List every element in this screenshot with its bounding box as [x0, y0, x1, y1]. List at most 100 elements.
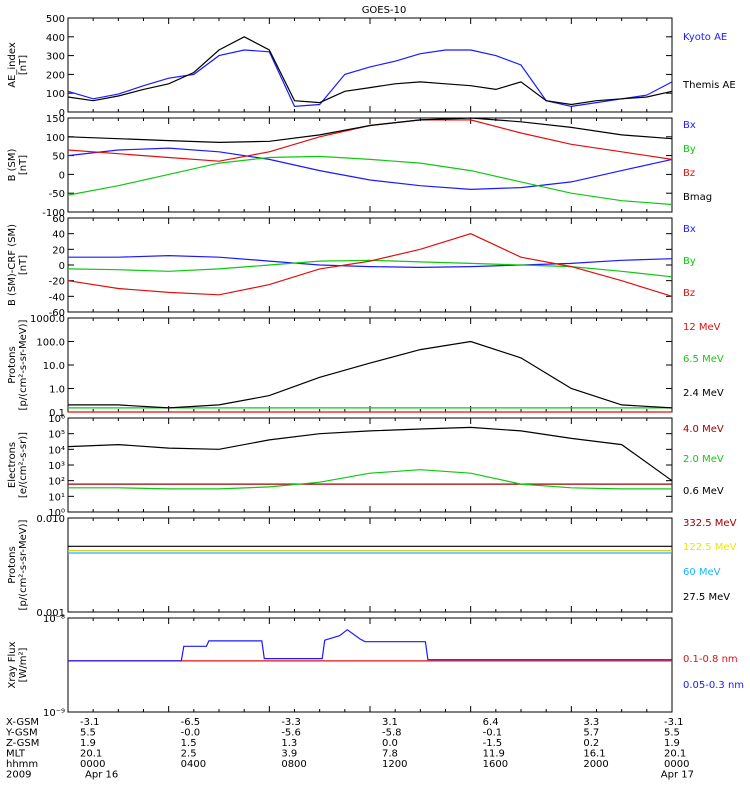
y-axis-label: [nT] [18, 155, 29, 175]
footer-value: 5.5 [664, 728, 680, 739]
footer-value: 1600 [483, 759, 508, 770]
panel-frame [67, 417, 673, 513]
legend-entry: Bz [683, 168, 695, 179]
legend-entry: Bx [683, 120, 696, 131]
y-tick-label: 200 [46, 70, 65, 81]
footer-value: -1.5 [483, 738, 503, 749]
y-axis-label: B (SM)-CRF (SM) [7, 224, 18, 306]
series-line-bx [67, 147, 673, 191]
footer-value: 0000 [664, 759, 689, 770]
y-axis-label: AE_index [7, 42, 18, 88]
footer-value: 1.9 [664, 738, 680, 749]
chart-title: GOES-10 [362, 5, 407, 16]
y-tick-label: 100.0 [36, 338, 65, 349]
y-axis-label: [nT] [18, 55, 29, 75]
y-tick-label: -40 [49, 292, 65, 303]
y-tick-label: 100 [46, 89, 65, 100]
legend-entry: By [683, 256, 696, 267]
footer-value: 5.5 [80, 728, 96, 739]
y-tick-label: 10³ [48, 461, 65, 472]
legend-entry: 332.5 MeV [683, 518, 737, 529]
y-axis-label: B (SM) [7, 148, 18, 181]
footer-value: -0.1 [483, 728, 503, 739]
y-tick-label: 10⁻⁸ [43, 614, 65, 625]
footer-value: 2000 [583, 759, 608, 770]
legend-entry: 122.5 MeV [683, 542, 737, 553]
y-tick-label: 400 [46, 33, 65, 44]
series-line-0-6-mev [67, 426, 673, 482]
panel-frame [67, 217, 673, 313]
y-tick-label: 0.010 [36, 514, 65, 525]
legend-entry: Bx [683, 224, 696, 235]
legend-entry: Bz [683, 288, 695, 299]
y-axis-label: Electrons [7, 442, 18, 488]
y-tick-label: 40 [52, 230, 65, 241]
series-line-2-4-mev [68, 340, 673, 409]
y-tick-label: 50 [52, 152, 65, 163]
footer-value: 1.5 [181, 738, 197, 749]
panel-frame [67, 17, 673, 113]
y-tick-label: 10⁻⁹ [43, 708, 65, 719]
y-tick-label: -100 [42, 208, 65, 219]
footer-value: 1200 [382, 759, 407, 770]
legend-entry: By [683, 144, 696, 155]
y-tick-label: 10.0 [43, 361, 65, 372]
y-axis-label: [p/(cm²-s-sr-MeV)] [18, 319, 29, 410]
series-line-2-0-mev [68, 469, 672, 490]
y-tick-label: -60 [49, 308, 65, 319]
y-tick-label: 0.001 [36, 608, 65, 619]
footer-value: -0.0 [181, 728, 201, 739]
footer-value: 0.0 [382, 738, 398, 749]
footer-value: 0.2 [583, 738, 599, 749]
footer-value: 5.7 [583, 728, 599, 739]
y-tick-label: 1.0 [49, 385, 65, 396]
footer-value: 0000 [80, 759, 105, 770]
y-axis-label: [p/(cm²-s-sr-MeV)] [18, 519, 29, 610]
legend-entry: 12 MeV [683, 322, 721, 333]
y-tick-label: 150 [46, 114, 65, 125]
footer-value: -5.8 [382, 728, 402, 739]
legend-entry: 2.0 MeV [683, 454, 724, 465]
footer-value: 20.1 [664, 749, 686, 760]
y-tick-label: 10⁵ [48, 430, 65, 441]
legend-entry: Bmag [683, 192, 712, 203]
y-axis-label: [nT] [18, 255, 29, 275]
legend-entry: 6.5 MeV [683, 354, 724, 365]
footer-value: 1.3 [281, 738, 297, 749]
footer-row-label: hhmm [6, 759, 38, 770]
y-tick-label: 0 [59, 261, 65, 272]
footer-value: 3.1 [382, 717, 398, 728]
series-line-kyoto-ae [67, 49, 673, 108]
legend-entry: 0.6 MeV [683, 486, 724, 497]
footer-value: -3.1 [80, 717, 100, 728]
footer-value: 11.9 [483, 749, 505, 760]
y-tick-label: -20 [49, 277, 65, 288]
y-tick-label: 10² [48, 477, 65, 488]
y-axis-label: Xray Flux [7, 641, 18, 688]
footer-value: -3.1 [664, 717, 684, 728]
footer-value: 0400 [181, 759, 206, 770]
footer-value: Apr 17 [661, 770, 694, 781]
y-axis-label: [e/(cm²-s-sr)] [18, 432, 29, 498]
panel-frame [67, 617, 673, 713]
footer-value: 20.1 [80, 749, 102, 760]
footer-row-label: Z-GSM [6, 738, 39, 749]
y-tick-label: 10¹ [48, 492, 65, 503]
legend-entry: Themis AE [682, 80, 736, 91]
legend-entry: 27.5 MeV [683, 592, 730, 603]
footer-value: Apr 16 [85, 770, 118, 781]
panel-frame [67, 117, 673, 213]
footer-value: 6.4 [483, 717, 499, 728]
footer-row-label: X-GSM [6, 717, 39, 728]
series-line-themis-ae [67, 36, 673, 106]
y-tick-label: 100 [46, 133, 65, 144]
footer-value: 2.5 [181, 749, 197, 760]
legend-entry: 4.0 MeV [683, 424, 724, 435]
legend-entry: Kyoto AE [683, 32, 727, 43]
footer-value: 3.9 [281, 749, 297, 760]
series-line-bz [67, 233, 673, 297]
footer-value: -6.5 [181, 717, 201, 728]
y-tick-label: 1000.0 [30, 314, 65, 325]
footer-row-label: 2009 [6, 770, 31, 781]
